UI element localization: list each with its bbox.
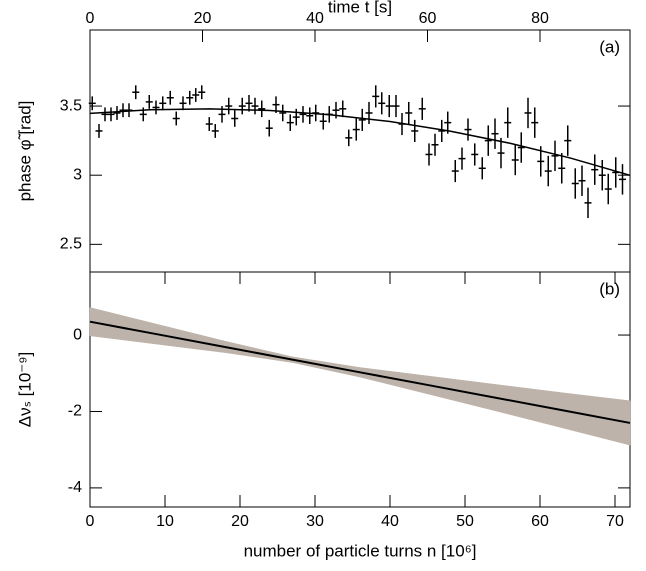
top-axis-label: time t [s] (328, 0, 392, 16)
x-tick-label: 50 (456, 513, 474, 530)
top-x-tick-label: 40 (306, 10, 324, 27)
top-x-tick-label: 80 (531, 10, 549, 27)
confidence-band (157, 324, 226, 353)
top-x-tick-label: 60 (419, 10, 437, 27)
plot-frame (89, 29, 631, 273)
x-tick-label: 40 (381, 513, 399, 530)
x-axis-label: number of particle turns n [10⁶] (244, 541, 477, 560)
confidence-band (89, 307, 158, 345)
y-tick-label: 2.5 (60, 236, 82, 253)
confidence-band (224, 340, 293, 363)
y-tick-label: 3.5 (60, 97, 82, 114)
fit-line (89, 320, 631, 424)
confidence-band (562, 392, 631, 446)
x-tick-label: 10 (156, 513, 174, 530)
y-axis-label: Δνₛ [10⁻⁹] (15, 352, 34, 428)
y-tick-label: -4 (68, 479, 82, 496)
x-tick-label: 70 (606, 513, 624, 530)
fit-curve (89, 108, 631, 177)
y-axis-label: phase φ̃ [rad] (15, 101, 34, 202)
confidence-band (494, 384, 563, 429)
x-tick-label: 20 (231, 513, 249, 530)
top-x-tick-label: 20 (194, 10, 212, 27)
plot-frame (89, 271, 631, 508)
x-tick-label: 60 (531, 513, 549, 530)
y-tick-label: -2 (68, 403, 82, 420)
confidence-band (359, 367, 428, 395)
x-tick-label: 30 (306, 513, 324, 530)
confidence-band (427, 375, 496, 412)
top-x-tick-label: 0 (86, 10, 95, 27)
x-tick-label: 0 (86, 513, 95, 530)
panel-label: (b) (599, 279, 620, 298)
y-tick-label: 0 (73, 326, 82, 343)
y-tick-label: 3 (73, 166, 82, 183)
panel-label: (a) (599, 37, 620, 56)
